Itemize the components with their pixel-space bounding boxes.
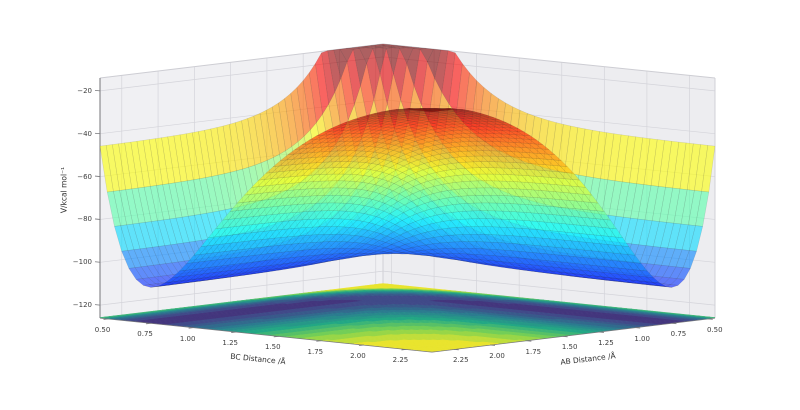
z-tick-label: −20 xyxy=(77,86,92,95)
y-tick-label: 0.75 xyxy=(670,330,687,339)
z-tick-label: −60 xyxy=(77,172,92,181)
x-tick-label: 2.25 xyxy=(392,356,409,365)
z-tick-label: −100 xyxy=(72,258,92,267)
x-tick-label: 0.50 xyxy=(94,325,111,334)
x-tick-label: 1.00 xyxy=(179,334,196,343)
y-tick-label: 0.50 xyxy=(706,325,723,334)
y-tick-label: 1.75 xyxy=(525,347,542,356)
z-tick-label: −80 xyxy=(77,215,92,224)
x-tick-label: 0.75 xyxy=(137,330,153,339)
z-axis-label: V/kcal mol⁻¹ xyxy=(59,166,69,214)
y-tick-label: 1.25 xyxy=(598,338,614,347)
y-tick-label: 1.00 xyxy=(634,334,650,343)
y-tick-label: 2.00 xyxy=(489,352,505,361)
x-tick-label: 2.00 xyxy=(350,352,366,361)
x-tick-label: 1.50 xyxy=(264,343,281,352)
z-tick-label: −40 xyxy=(77,129,92,138)
z-tick-label: −120 xyxy=(72,301,92,310)
x-tick-label: 1.75 xyxy=(307,347,324,356)
y-tick-label: 1.50 xyxy=(561,343,578,352)
y-tick-label: 2.25 xyxy=(452,356,469,365)
x-tick-label: 1.25 xyxy=(222,338,238,347)
